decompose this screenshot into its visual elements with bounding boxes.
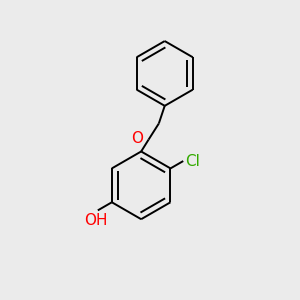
Text: O: O	[131, 131, 143, 146]
Text: OH: OH	[85, 213, 108, 228]
Text: Cl: Cl	[186, 154, 200, 169]
